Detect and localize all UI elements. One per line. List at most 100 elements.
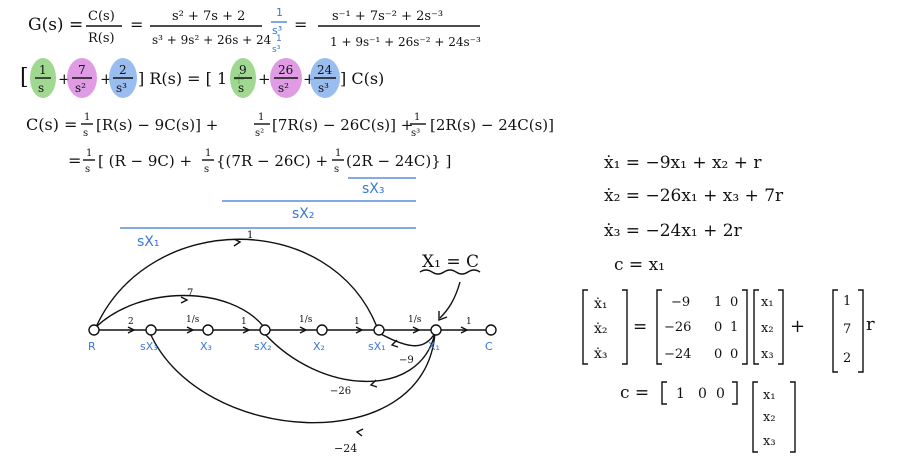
node-x2 bbox=[316, 324, 328, 336]
cx-2: x₂ bbox=[763, 410, 776, 425]
arrowhead bbox=[355, 326, 364, 334]
frac-one: 1 bbox=[335, 148, 341, 159]
term-2-denominator: s² bbox=[75, 81, 86, 95]
gain-1: 1 bbox=[241, 317, 247, 327]
b-2: 7 bbox=[843, 322, 851, 337]
output-eq: c = x₁ bbox=[614, 255, 665, 275]
frac-s2: s² bbox=[255, 128, 264, 139]
nested-term-b: {(7R − 26C) + bbox=[216, 152, 328, 170]
node-sx3 bbox=[145, 324, 157, 336]
bracket bbox=[752, 381, 758, 453]
sx3-label: sX₃ bbox=[362, 181, 385, 197]
bracket bbox=[790, 381, 796, 453]
node-label-sx2: sX₂ bbox=[254, 340, 272, 353]
node-r bbox=[88, 324, 100, 336]
term-2-numerator: 7 bbox=[78, 63, 86, 77]
feedback-arc-9 bbox=[378, 332, 436, 347]
input-r: r bbox=[866, 314, 875, 335]
bracket bbox=[753, 289, 759, 365]
bracket bbox=[622, 289, 628, 365]
feedback-gain-9: −9 bbox=[399, 355, 414, 366]
term-3-numerator: 2 bbox=[119, 63, 127, 77]
arrowhead bbox=[355, 428, 364, 437]
frac-s: s bbox=[85, 164, 90, 175]
bracket bbox=[858, 289, 864, 373]
signal-flow-graph: 2 1/s 1 1/s 1 1/s 1 1 7 −9 −26 −24 R bbox=[88, 230, 497, 455]
term-5-denominator: s² bbox=[278, 81, 289, 95]
arrowhead bbox=[390, 339, 399, 348]
frac-one: 1 bbox=[258, 112, 264, 123]
r-of-s-segment: ] R(s) = [ 1 + bbox=[138, 69, 246, 88]
feedback-gain-26: −26 bbox=[330, 386, 351, 397]
equals-sign: = bbox=[68, 151, 81, 170]
state-eq-1: ẋ₁ = −9x₁ + x₂ + r bbox=[604, 153, 762, 173]
state-eq-2: ẋ₂ = −26x₁ + x₃ + 7r bbox=[604, 186, 784, 206]
x-2: x₂ bbox=[761, 321, 774, 336]
arrowhead bbox=[186, 326, 195, 334]
node-label-sx3: sX₃ bbox=[140, 340, 158, 353]
node-sx1 bbox=[373, 324, 385, 336]
term-7r-minus-26c: [7R(s) − 26C(s)] + bbox=[272, 116, 413, 134]
node-label-x2: X₂ bbox=[313, 340, 325, 353]
term-2r-minus-24c: [2R(s) − 24C(s)] bbox=[430, 116, 554, 134]
a-31: −24 bbox=[664, 347, 691, 362]
node-x3 bbox=[202, 324, 214, 336]
x-1: x₁ bbox=[761, 295, 774, 310]
arrowhead bbox=[460, 326, 469, 334]
c-of-s-lhs: C(s) = bbox=[26, 115, 77, 134]
term-1-numerator: 1 bbox=[39, 63, 47, 77]
xdot-3: ẋ₃ bbox=[594, 346, 608, 362]
xdot-2: ẋ₂ bbox=[594, 321, 608, 337]
a-12: 1 bbox=[714, 295, 722, 310]
left-bracket: [ bbox=[20, 65, 29, 90]
frac-s: s bbox=[334, 164, 339, 175]
c-3: 0 bbox=[716, 386, 725, 402]
feedback-arc-24 bbox=[149, 332, 436, 424]
node-label-x1: X₁ bbox=[428, 340, 440, 353]
multiplier-numerator-2: 1 bbox=[276, 34, 282, 44]
c-over-r-denominator: R(s) bbox=[88, 31, 115, 46]
frac-s: s bbox=[204, 164, 209, 175]
c-2: 0 bbox=[698, 386, 707, 402]
gain-2: 2 bbox=[128, 317, 134, 327]
term-4-numerator: 9 bbox=[239, 63, 247, 77]
frac-one: 1 bbox=[86, 148, 92, 159]
tf-denominator: s³ + 9s² + 26s + 24 bbox=[152, 33, 272, 47]
bracket bbox=[582, 289, 588, 365]
a-22: 0 bbox=[714, 320, 722, 335]
node-label-r: R bbox=[88, 340, 96, 353]
cx-3: x₃ bbox=[763, 434, 776, 449]
bracket bbox=[778, 289, 784, 365]
equals-sign-2: = bbox=[294, 15, 307, 34]
arrowhead bbox=[369, 379, 378, 388]
arrowhead bbox=[242, 326, 251, 334]
arrowhead bbox=[412, 326, 421, 334]
gain-1: 1 bbox=[354, 317, 360, 327]
bracket bbox=[732, 381, 738, 405]
c-1: 1 bbox=[676, 386, 685, 402]
term-5-numerator: 26 bbox=[278, 63, 293, 77]
forward-gain-7: 7 bbox=[187, 288, 193, 299]
xdot-1: ẋ₁ bbox=[594, 296, 608, 312]
frac-s: s bbox=[83, 128, 88, 139]
c-lhs: c = bbox=[620, 383, 649, 403]
b-1: 1 bbox=[843, 294, 851, 309]
annotation-arrow bbox=[439, 281, 461, 319]
sx1-label: sX₁ bbox=[137, 234, 160, 250]
equals-sign: = bbox=[130, 15, 143, 34]
term-4-denominator: s bbox=[238, 81, 244, 95]
cross-multiplied-equation: [ 1 s + 7 s² + 2 s³ ] R(s) = [ 1 + 9 s +… bbox=[20, 58, 384, 98]
a-23: 1 bbox=[730, 320, 738, 335]
bracket bbox=[661, 381, 667, 405]
arrowhead bbox=[438, 311, 448, 322]
forward-arc-1 bbox=[95, 238, 378, 328]
bracket bbox=[656, 289, 662, 365]
bracket bbox=[832, 289, 838, 373]
frac-s3: s³ bbox=[411, 128, 420, 139]
x-3: x₃ bbox=[761, 347, 774, 362]
feedback-arc-26 bbox=[263, 332, 436, 383]
node-c bbox=[485, 324, 497, 336]
sx2-label: sX₂ bbox=[292, 206, 315, 222]
c-of-s-segment: ] C(s) bbox=[340, 69, 384, 88]
